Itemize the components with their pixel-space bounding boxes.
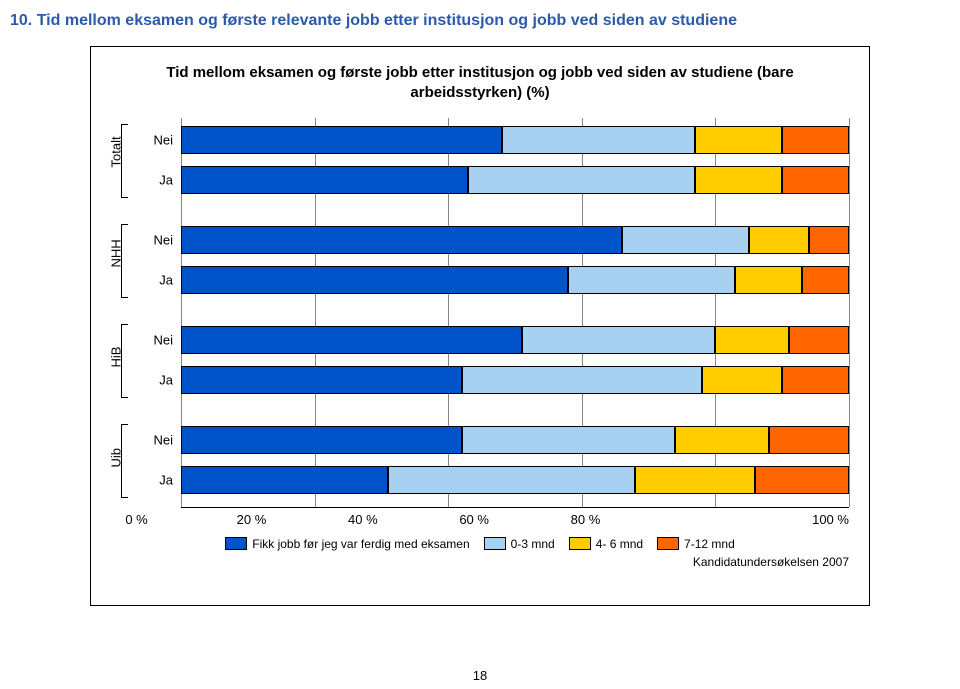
bar-segment bbox=[468, 166, 695, 194]
legend-label: Fikk jobb før jeg var ferdig med eksamen bbox=[252, 537, 469, 551]
category-label: Ja bbox=[159, 372, 173, 387]
legend-swatch bbox=[484, 537, 506, 550]
chart-container: Tid mellom eksamen og første jobb etter … bbox=[90, 46, 870, 606]
category-label: Nei bbox=[153, 132, 173, 147]
chart-title: Tid mellom eksamen og første jobb etter … bbox=[111, 63, 849, 104]
bar-segment bbox=[568, 266, 735, 294]
bar-segment bbox=[181, 426, 462, 454]
chart-footnote: Kandidatundersøkelsen 2007 bbox=[111, 555, 849, 569]
category-label: Nei bbox=[153, 232, 173, 247]
category-label: Nei bbox=[153, 332, 173, 347]
bar-segment bbox=[802, 266, 849, 294]
legend-swatch bbox=[657, 537, 679, 550]
x-tick-label: 40 % bbox=[348, 512, 459, 527]
bar-segment bbox=[675, 426, 769, 454]
bar-segment bbox=[782, 126, 849, 154]
bar-segment bbox=[695, 126, 782, 154]
bar-segment bbox=[181, 326, 522, 354]
bar-row bbox=[181, 366, 849, 394]
bar-row bbox=[181, 426, 849, 454]
legend-item: Fikk jobb før jeg var ferdig med eksamen bbox=[225, 537, 469, 551]
legend-item: 7-12 mnd bbox=[657, 537, 735, 551]
group-label: Totalt bbox=[109, 153, 124, 167]
bar-row bbox=[181, 266, 849, 294]
legend-label: 4- 6 mnd bbox=[596, 537, 643, 551]
bar-segment bbox=[695, 166, 782, 194]
bar-segment bbox=[462, 366, 702, 394]
x-axis: 0 %20 %40 %60 %80 %100 % bbox=[181, 508, 849, 527]
bar-segment bbox=[502, 126, 696, 154]
bar-row bbox=[181, 226, 849, 254]
legend-swatch bbox=[225, 537, 247, 550]
legend-swatch bbox=[569, 537, 591, 550]
x-tick-label: 60 % bbox=[459, 512, 570, 527]
bar-segment bbox=[622, 226, 749, 254]
bar-segment bbox=[749, 226, 809, 254]
x-tick-label: 20 % bbox=[237, 512, 348, 527]
group-label: NHH bbox=[109, 253, 124, 267]
bar-segment bbox=[769, 426, 849, 454]
chart-legend: Fikk jobb før jeg var ferdig med eksamen… bbox=[111, 537, 849, 551]
bar-row bbox=[181, 326, 849, 354]
bar-row bbox=[181, 466, 849, 494]
bar-segment bbox=[755, 466, 849, 494]
bar-segment bbox=[635, 466, 755, 494]
bar-segment bbox=[809, 226, 849, 254]
legend-item: 4- 6 mnd bbox=[569, 537, 643, 551]
bar-segment bbox=[181, 226, 622, 254]
category-label: Nei bbox=[153, 432, 173, 447]
bar-segment bbox=[782, 166, 849, 194]
bar-segment bbox=[782, 366, 849, 394]
plot-area: Totalt Nei Ja NHH Nei Ja HiB Nei Ja Uib Nei Ja bbox=[111, 118, 849, 508]
legend-item: 0-3 mnd bbox=[484, 537, 555, 551]
bar-segment bbox=[181, 126, 502, 154]
bar-segment bbox=[702, 366, 782, 394]
legend-label: 7-12 mnd bbox=[684, 537, 735, 551]
gridline bbox=[849, 118, 850, 507]
bar-segment bbox=[789, 326, 849, 354]
page-number: 18 bbox=[0, 668, 960, 683]
page-heading: 10. Tid mellom eksamen og første relevan… bbox=[0, 0, 960, 38]
group-label: Uib bbox=[109, 453, 124, 467]
bar-segment bbox=[462, 426, 676, 454]
bar-segment bbox=[181, 466, 388, 494]
category-label: Ja bbox=[159, 472, 173, 487]
bar-segment bbox=[715, 326, 788, 354]
bar-segment bbox=[388, 466, 635, 494]
bar-segment bbox=[522, 326, 716, 354]
x-tick-label: 100 % bbox=[738, 512, 849, 527]
bar-segment bbox=[181, 266, 568, 294]
bar-segment bbox=[735, 266, 802, 294]
bar-segment bbox=[181, 366, 462, 394]
y-axis-labels: Totalt Nei Ja NHH Nei Ja HiB Nei Ja Uib Nei Ja bbox=[111, 118, 181, 508]
x-tick-label: 0 % bbox=[125, 512, 236, 527]
bar-row bbox=[181, 166, 849, 194]
category-label: Ja bbox=[159, 172, 173, 187]
bar-plot bbox=[181, 118, 849, 508]
group-label: HiB bbox=[109, 353, 124, 367]
x-tick-label: 80 % bbox=[571, 512, 682, 527]
bar-row bbox=[181, 126, 849, 154]
category-label: Ja bbox=[159, 272, 173, 287]
legend-label: 0-3 mnd bbox=[511, 537, 555, 551]
bar-segment bbox=[181, 166, 468, 194]
